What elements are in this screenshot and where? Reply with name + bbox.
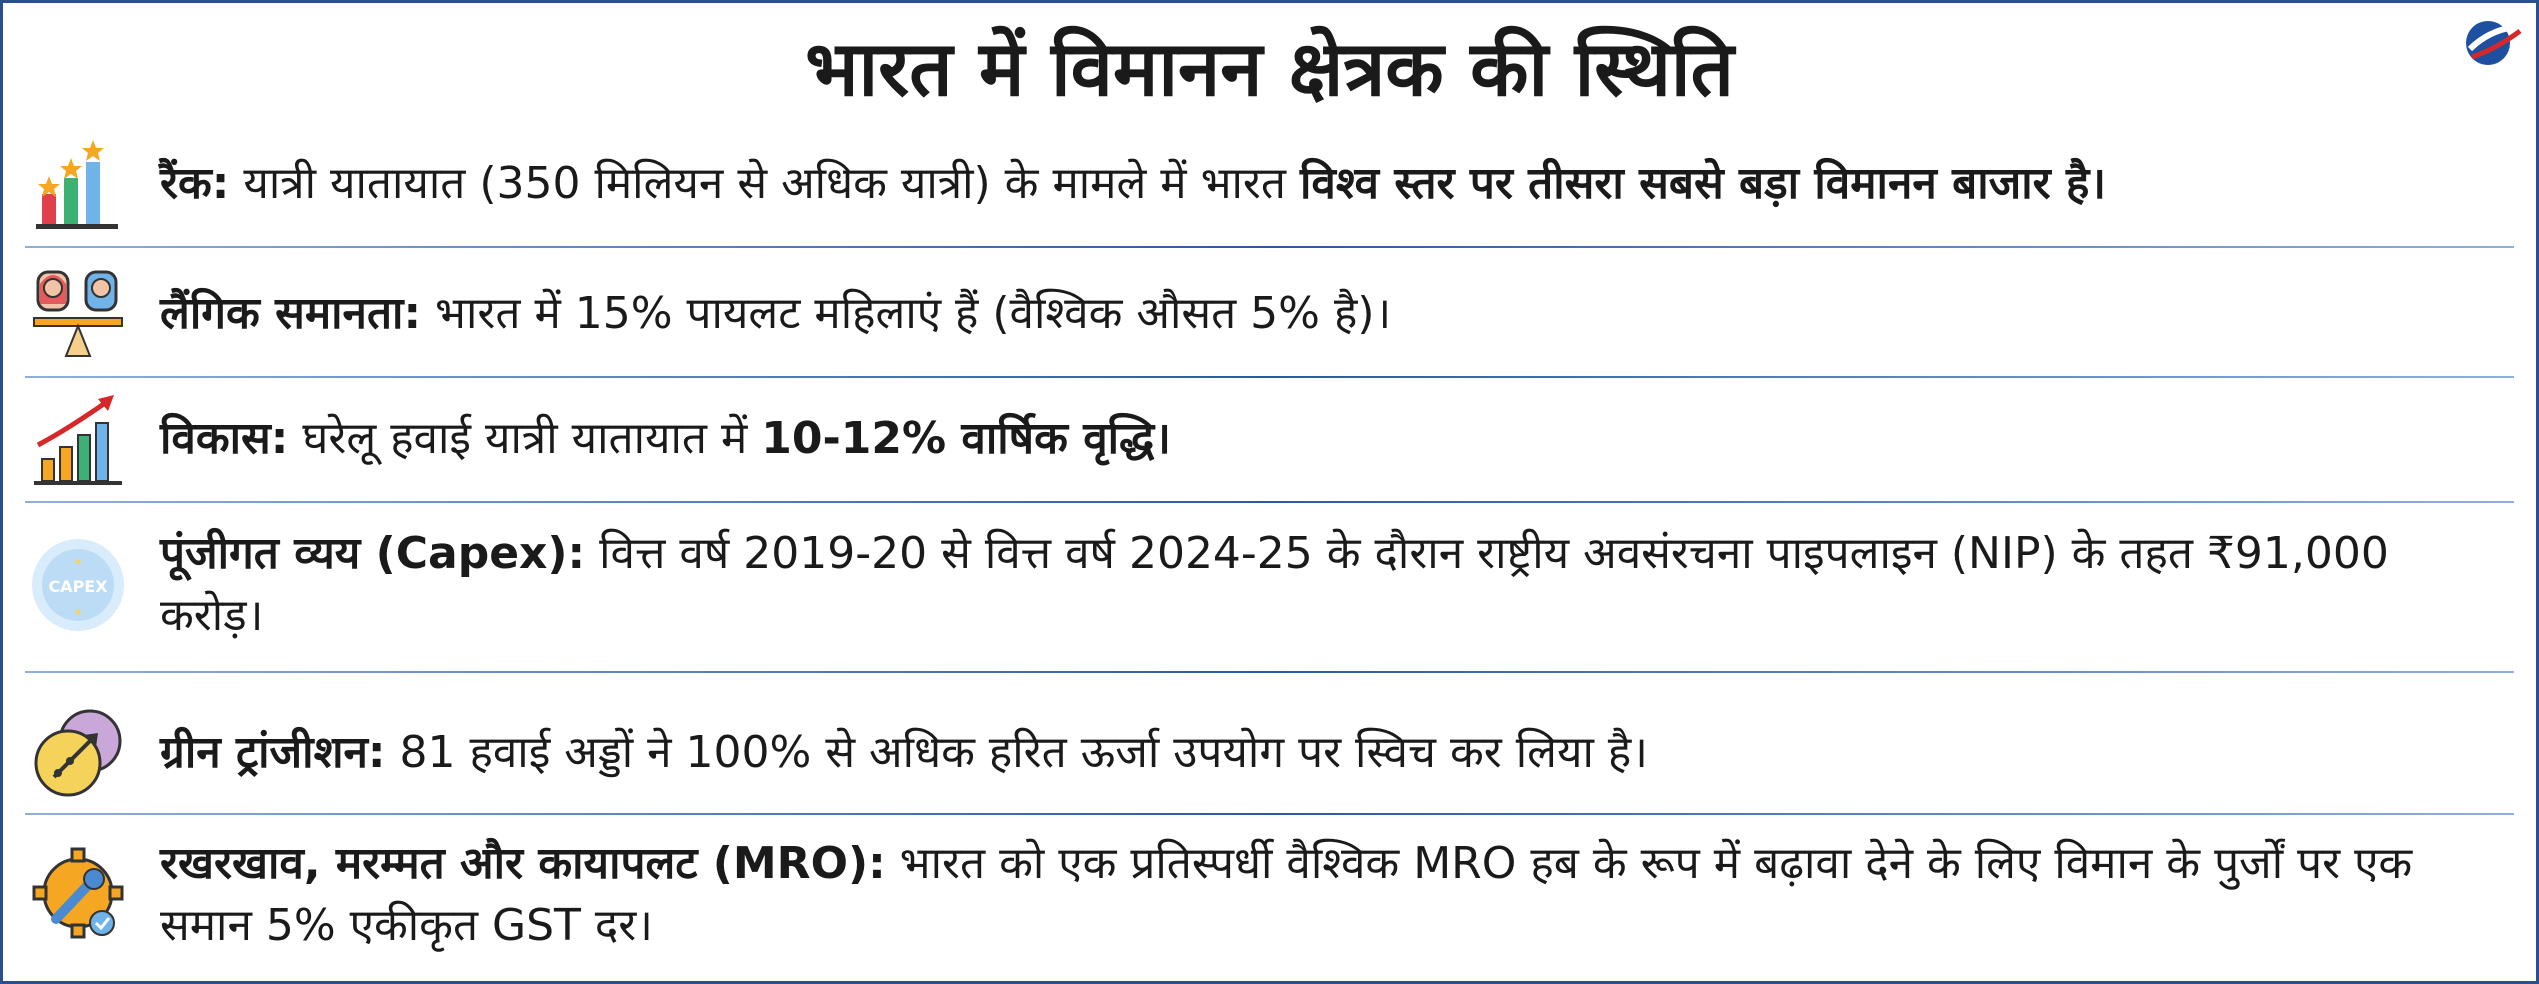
maintenance-gear-wrench-icon	[25, 843, 130, 948]
divider	[25, 671, 2514, 673]
item-growth-highlight: 10-12% वार्षिक वृद्धि।	[761, 412, 1171, 464]
green-transition-icon	[25, 700, 130, 805]
growth-chart-icon	[25, 386, 130, 491]
item-green-text: ग्रीन ट्रांजीशन: 81 हवाई अड्डों ने 100% …	[160, 722, 1648, 784]
divider	[25, 376, 2514, 378]
item-growth: विकास: घरेलू हवाई यात्री यातायात में 10-…	[25, 386, 2514, 491]
item-green-body: 81 हवाई अड्डों ने 100% से अधिक हरित ऊर्ज…	[385, 726, 1648, 778]
brand-logo-icon	[2466, 21, 2522, 65]
item-green-label: ग्रीन ट्रांजीशन:	[160, 726, 386, 778]
ranking-bar-chart-icon	[25, 131, 130, 236]
item-capex-label: पूंजीगत व्यय (Capex):	[160, 528, 586, 579]
divider	[25, 501, 2514, 503]
item-mro-label: रखरखाव, मरम्मत और कायापलट (MRO):	[160, 838, 886, 889]
svg-text:★: ★	[73, 607, 82, 618]
item-green: ग्रीन ट्रांजीशन: 81 हवाई अड्डों ने 100% …	[25, 700, 2514, 805]
item-growth-body: घरेलू हवाई यात्री यातायात में	[288, 412, 762, 464]
capex-badge-icon: CAPEX ★ ★	[25, 533, 130, 638]
item-capex: CAPEX ★ ★ पूंजीगत व्यय (Capex): वित्त वर…	[25, 523, 2514, 647]
item-gender-label: लैंगिक समानता:	[160, 287, 422, 339]
item-gender-body: भारत में 15% पायलट महिलाएं हैं (वैश्विक …	[421, 287, 1392, 339]
item-mro: रखरखाव, मरम्मत और कायापलट (MRO): भारत को…	[25, 833, 2514, 957]
divider	[25, 246, 2514, 248]
item-rank: रैंक: यात्री यातायात (350 मिलियन से अधिक…	[25, 131, 2514, 236]
item-rank-label: रैंक:	[160, 157, 230, 209]
item-mro-text: रखरखाव, मरम्मत और कायापलट (MRO): भारत को…	[160, 833, 2500, 957]
item-growth-label: विकास:	[160, 412, 289, 464]
item-mro-body: भारत को एक प्रतिस्पर्धी वैश्विक MRO हब क…	[160, 838, 2413, 951]
item-gender-text: लैंगिक समानता: भारत में 15% पायलट महिलाए…	[160, 283, 1391, 345]
item-rank-text: रैंक: यात्री यातायात (350 मिलियन से अधिक…	[160, 153, 2106, 215]
item-growth-text: विकास: घरेलू हवाई यात्री यातायात में 10-…	[160, 408, 1171, 470]
item-capex-body: वित्त वर्ष 2019-20 से वित्त वर्ष 2024-25…	[160, 528, 2389, 641]
item-capex-text: पूंजीगत व्यय (Capex): वित्त वर्ष 2019-20…	[160, 523, 2500, 647]
svg-text:★: ★	[73, 557, 82, 568]
item-rank-highlight: विश्व स्तर पर तीसरा सबसे बड़ा विमानन बाज…	[1299, 157, 2107, 209]
item-gender: लैंगिक समानता: भारत में 15% पायलट महिलाए…	[25, 261, 2514, 366]
divider	[25, 813, 2514, 815]
gender-balance-icon	[25, 261, 130, 366]
page-title: भारत में विमानन क्षेत्रक की स्थिति	[805, 24, 1734, 113]
capex-badge-label: CAPEX	[48, 577, 108, 596]
item-rank-body: यात्री यातायात (350 मिलियन से अधिक यात्र…	[229, 157, 1300, 209]
